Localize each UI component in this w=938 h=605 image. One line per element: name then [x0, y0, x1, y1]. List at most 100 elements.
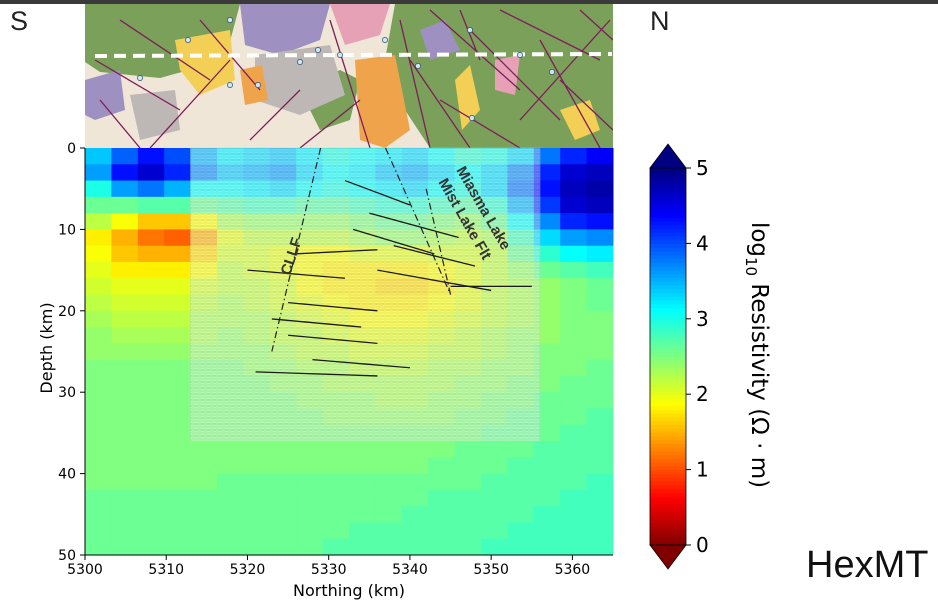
resistivity-cell	[164, 392, 192, 409]
profile-line	[94, 52, 613, 58]
colorbar-segment	[650, 367, 686, 373]
colorbar-segment	[650, 243, 686, 248]
colorbar-tick-label: 4	[696, 231, 709, 255]
resistivity-cell	[322, 538, 350, 556]
resistivity-cell	[586, 180, 614, 198]
resistivity-cell	[137, 229, 165, 247]
colorbar-segment	[650, 443, 686, 448]
resistivity-cell	[111, 278, 139, 296]
resistivity-cell	[137, 506, 165, 523]
resistivity-cell	[137, 473, 165, 491]
colorbar-segment	[650, 296, 686, 301]
colorbar-segment	[650, 220, 686, 226]
colorbar-segment	[650, 522, 686, 527]
colorbar-segment	[650, 431, 686, 437]
resistivity-cell	[560, 359, 588, 377]
reflector	[312, 358, 410, 369]
resistivity-cell	[375, 457, 403, 475]
resistivity-cell	[85, 196, 112, 214]
resistivity-cell	[533, 278, 561, 296]
resistivity-cell	[137, 392, 165, 409]
resistivity-cell	[586, 213, 614, 230]
resistivity-cell	[296, 489, 324, 507]
resistivity-cell	[560, 164, 588, 182]
resistivity-cell	[164, 522, 192, 540]
resistivity-cell	[137, 457, 165, 475]
resistivity-cell	[111, 538, 139, 556]
resistivity-cell	[560, 392, 588, 409]
resistivity-cell	[137, 294, 165, 312]
resistivity-cell	[85, 392, 112, 409]
resistivity-cell	[349, 457, 376, 475]
resistivity-cell	[349, 441, 376, 458]
resistivity-cell	[269, 473, 297, 491]
colorbar-tick-label: 3	[696, 307, 709, 331]
colorbar-segment	[650, 224, 686, 229]
mt-station	[382, 37, 388, 43]
resistivity-cell	[111, 506, 139, 523]
resistivity-cell	[190, 473, 218, 491]
resistivity-cell	[85, 213, 112, 230]
resistivity-cell	[296, 473, 324, 491]
resistivity-cell	[454, 441, 482, 458]
fault-lines	[271, 147, 452, 352]
resistivity-cell	[560, 424, 588, 442]
resistivity-cell	[533, 148, 561, 165]
colorbar-segment	[650, 345, 686, 350]
resistivity-cell	[428, 522, 456, 540]
y-tick-label: 30	[58, 385, 76, 401]
mt-station	[227, 82, 233, 88]
resistivity-cell	[560, 522, 588, 540]
resistivity-cell	[164, 229, 192, 247]
resistivity-cell	[137, 278, 165, 296]
resistivity-cell	[375, 441, 403, 458]
resistivity-cell	[533, 392, 561, 409]
resistivity-cell	[296, 538, 324, 556]
resistivity-cell	[481, 473, 508, 491]
resistivity-cell	[560, 278, 588, 296]
resistivity-cell	[164, 180, 192, 198]
brand-label: HexMT	[806, 544, 929, 586]
resistivity-cell	[560, 213, 588, 230]
x-axis-label: Northing (km)	[293, 581, 405, 600]
resistivity-cell	[137, 327, 165, 344]
colorbar-segment	[650, 480, 686, 486]
resistivity-cell	[586, 278, 614, 296]
resistivity-cell	[190, 538, 218, 556]
resistivity-cell	[560, 408, 588, 426]
colorbar-segment	[650, 529, 686, 535]
resistivity-cell	[137, 245, 165, 263]
resistivity-cell	[560, 196, 588, 214]
resistivity-cell	[454, 489, 482, 507]
resistivity-cell	[507, 441, 535, 458]
colorbar-segment	[650, 217, 686, 222]
resistivity-cell	[375, 489, 403, 507]
y-tick-label: 40	[58, 467, 76, 483]
colorbar-segment	[650, 205, 686, 211]
axes: 5300 5310 5320 5330 5340 5350 5360 0 10 20 30 40 50	[58, 141, 613, 578]
resistivity-cell	[164, 408, 192, 426]
resistivity-cell	[454, 473, 482, 491]
resistivity-cell	[401, 522, 429, 540]
reflector	[369, 212, 459, 239]
resistivity-cell	[560, 294, 588, 312]
colorbar-extend-top	[649, 143, 687, 169]
resistivity-cell	[560, 180, 588, 198]
x-tick-label: 5310	[148, 562, 184, 578]
resistivity-cell	[533, 359, 561, 377]
y-tick-label: 50	[58, 548, 76, 564]
resistivity-cell	[111, 359, 139, 377]
resistivity-cell	[401, 441, 429, 458]
colorbar-segment	[650, 315, 686, 320]
resistivity-cell	[349, 538, 376, 556]
colorbar-segment	[650, 397, 686, 403]
colorbar-segment	[650, 333, 686, 339]
mt-station	[517, 52, 523, 58]
mt-station	[185, 37, 191, 43]
x-tick-label: 5350	[473, 562, 509, 578]
reflector	[344, 179, 411, 206]
colorbar-segment	[650, 277, 686, 282]
colorbar-frame	[649, 167, 687, 546]
colorbar-segment	[650, 239, 686, 244]
resistivity-cell	[533, 327, 561, 344]
